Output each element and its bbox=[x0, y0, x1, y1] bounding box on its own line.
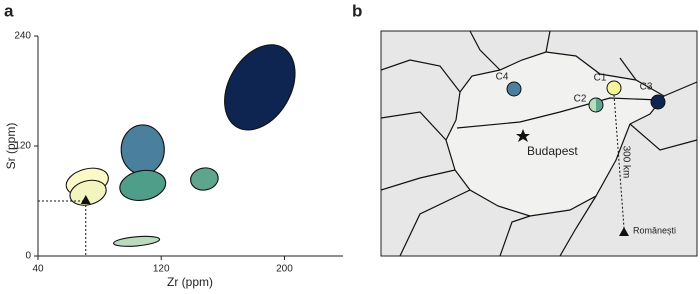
cluster-ellipse bbox=[119, 169, 167, 201]
locality-marker bbox=[619, 227, 629, 236]
x-tick-label: 120 bbox=[153, 264, 170, 275]
site-marker bbox=[596, 98, 603, 112]
sample-point bbox=[80, 195, 91, 204]
scale-label: 300 km bbox=[620, 146, 631, 179]
y-tick-label: 240 bbox=[14, 31, 31, 42]
site-label: C1 bbox=[594, 73, 607, 84]
site-marker bbox=[606, 80, 622, 96]
city-label: Budapest bbox=[527, 144, 578, 158]
cluster-ellipse bbox=[69, 179, 107, 206]
locality-label: Românești bbox=[633, 225, 676, 235]
panel-label: a bbox=[4, 1, 14, 20]
site-label: C3 bbox=[640, 82, 653, 93]
site-label: C4 bbox=[496, 72, 509, 83]
site-marker bbox=[589, 98, 596, 112]
panel-label: b bbox=[352, 1, 362, 20]
y-tick-label: 0 bbox=[25, 251, 31, 262]
cluster-ellipse bbox=[224, 44, 296, 131]
border-line bbox=[380, 30, 698, 257]
y-tick-label: 120 bbox=[14, 141, 31, 152]
x-tick-label: 200 bbox=[276, 264, 293, 275]
cluster-ellipse bbox=[113, 235, 161, 247]
plot: 0 120 240 40 120 200 bbox=[14, 31, 343, 275]
cluster-ellipse bbox=[120, 124, 165, 175]
site-outline bbox=[588, 97, 604, 113]
y-axis-label: Sr (ppm) bbox=[4, 123, 18, 170]
city-marker bbox=[516, 129, 530, 142]
x-axis-label: Zr (ppm) bbox=[167, 275, 213, 289]
site-marker bbox=[506, 81, 522, 97]
site-label: C2 bbox=[574, 94, 587, 105]
map: 300 km Românești Budapest C1 C2 C3 C4 bbox=[380, 30, 698, 257]
x-tick-label: 40 bbox=[32, 264, 44, 275]
site-marker bbox=[650, 94, 666, 110]
cluster-ellipse bbox=[190, 167, 219, 191]
